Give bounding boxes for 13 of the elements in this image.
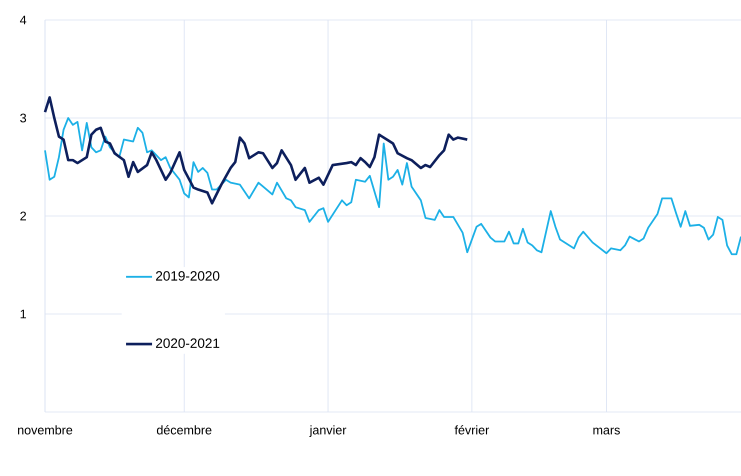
y-tick-label: 4: [20, 16, 26, 24]
y-tick-label: 2: [20, 212, 26, 220]
line-series: [44, 96, 469, 205]
legend-label: 2019-2020: [156, 271, 220, 281]
x-tick-label: janvier: [309, 425, 346, 437]
legend-label: 2020-2021: [156, 338, 220, 348]
y-tick-label: 1: [20, 310, 26, 318]
line-series: [44, 117, 741, 256]
x-tick-label: mars: [593, 428, 620, 434]
x-tick-label: février: [454, 425, 490, 434]
x-tick-label: décembre: [156, 425, 212, 434]
x-tick-label: novembre: [18, 425, 72, 434]
y-tick-label: 3: [20, 114, 26, 122]
